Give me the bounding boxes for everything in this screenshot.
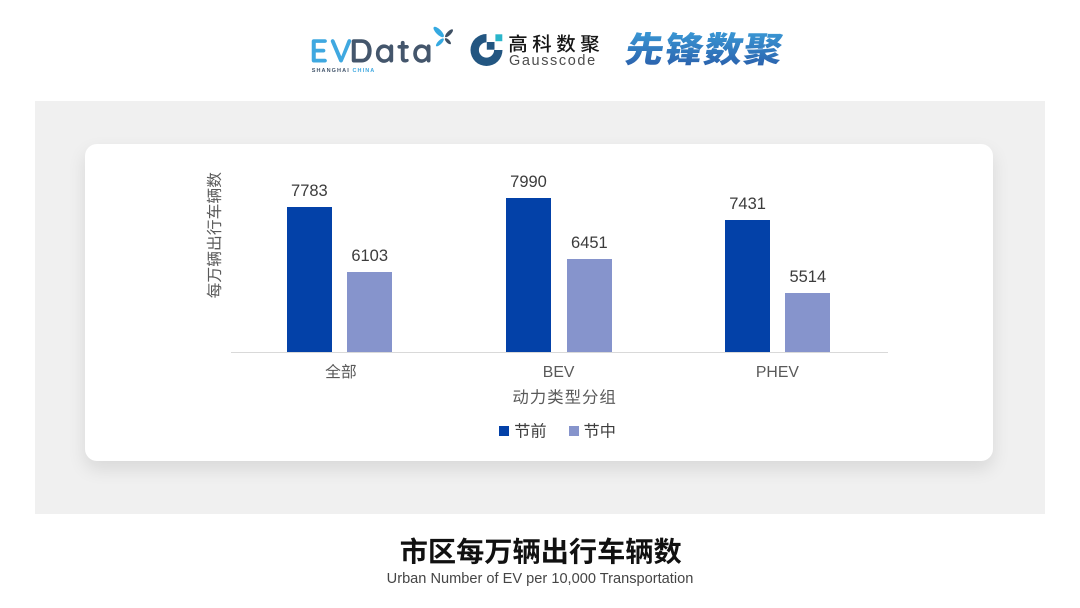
- svg-text:Gausscode: Gausscode: [509, 53, 597, 69]
